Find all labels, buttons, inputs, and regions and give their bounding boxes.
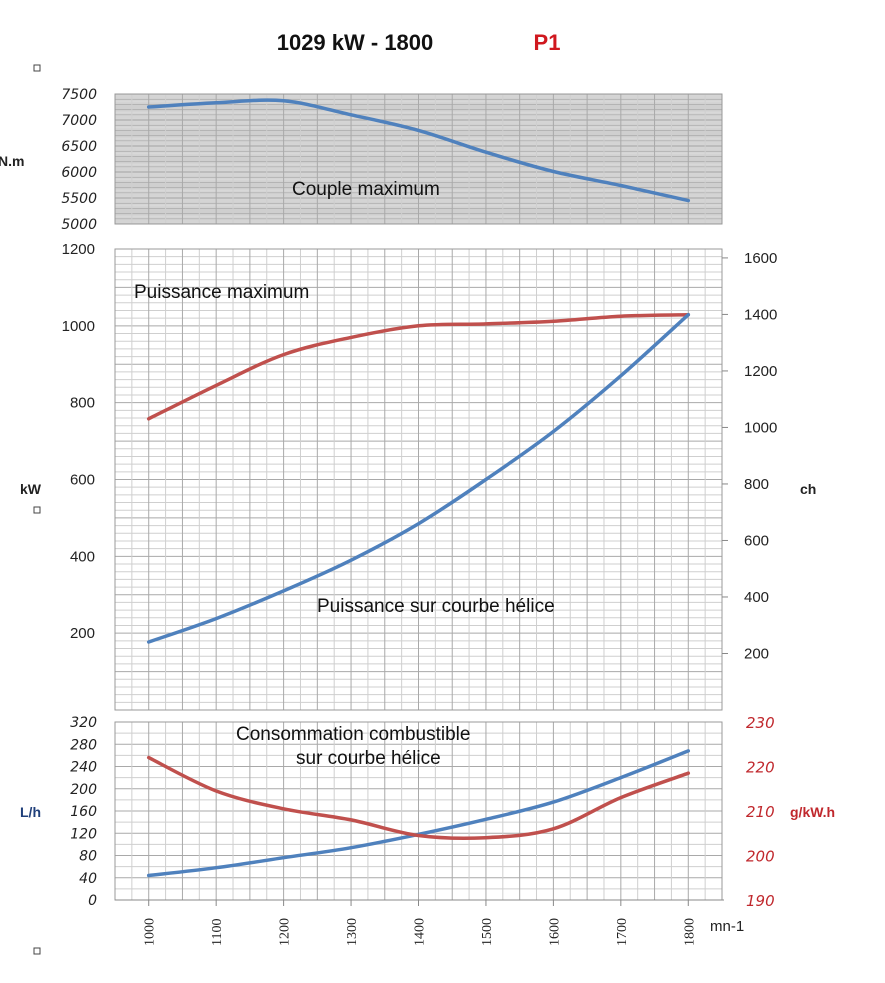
- power-unit-label-right: ch: [800, 481, 816, 497]
- x-tick-label: 1200: [278, 918, 293, 946]
- torque-tick-label: 5000: [61, 217, 97, 233]
- consumption-annotation-line2: sur courbe hélice: [296, 748, 441, 769]
- x-tick-label: 1400: [413, 918, 428, 946]
- power-tick-label-left: 400: [70, 548, 95, 565]
- marker-square: [33, 64, 41, 72]
- consumption-tick-label-right: 200: [746, 848, 775, 866]
- panel-frame: [114, 93, 723, 225]
- torque-annotation: Couple maximum: [292, 179, 440, 200]
- torque-tick-label: 6000: [61, 165, 97, 181]
- consumption-unit-label-right: g/kW.h: [790, 804, 835, 820]
- tick-layer: 1000 1100 1200 1300 1400 1500 1600 1700 18005000…: [61, 87, 777, 946]
- curve-layer: [146, 98, 691, 878]
- power-tick-label-left: 1000: [62, 318, 95, 335]
- propeller-power-curve: [146, 312, 691, 644]
- marker-square: [33, 947, 41, 955]
- x-tick-label: 1700: [615, 918, 630, 946]
- consumption-tick-label-left: 120: [70, 826, 97, 842]
- x-tick-label: 1500: [480, 918, 495, 946]
- consumption-unit-label-left: L/h: [20, 804, 41, 820]
- power-tick-label-right: 1000: [744, 419, 777, 436]
- power-tick-label-right: 600: [744, 532, 769, 549]
- power-tick-label-right: 200: [744, 645, 769, 662]
- grid-layer: [114, 93, 723, 901]
- max-power-annotation: Puissance maximum: [134, 282, 309, 303]
- marker-square: [33, 506, 41, 514]
- chart-code: P1: [534, 30, 561, 55]
- consumption-tick-label-left: 40: [79, 871, 97, 887]
- power-tick-label-right: 800: [744, 476, 769, 493]
- torque-tick-label: 6500: [61, 139, 97, 155]
- power-tick-label-right: 1400: [744, 306, 777, 323]
- max-power-curve: [146, 312, 691, 421]
- specific-consumption-curve: [146, 755, 691, 841]
- consumption-tick-label-left: 160: [70, 804, 97, 820]
- power-unit-label-left: kW: [20, 481, 42, 497]
- panel-frame: [114, 248, 723, 711]
- power-tick-label-right: 1200: [744, 363, 777, 380]
- torque-tick-label: 7000: [61, 113, 97, 129]
- consumption-tick-label-right: 190: [746, 892, 775, 910]
- x-tick-label: 1100: [210, 919, 225, 946]
- consumption-tick-label-right: 210: [746, 803, 775, 821]
- consumption-annotation-line1: Consommation combustible: [236, 724, 470, 745]
- torque-tick-label: 5500: [61, 191, 97, 207]
- consumption-tick-label-left: 200: [70, 782, 97, 798]
- power-tick-label-left: 1200: [62, 241, 95, 258]
- x-tick-label: 1600: [547, 918, 562, 946]
- power-tick-label-left: 600: [70, 472, 95, 489]
- consumption-tick-label-right: 220: [746, 759, 775, 777]
- power-tick-label-right: 1600: [744, 250, 777, 267]
- chart-title: 1029 kW - 1800: [277, 30, 434, 55]
- torque-unit-label: N.m: [0, 153, 24, 169]
- consumption-tick-label-left: 80: [79, 849, 97, 865]
- consumption-tick-label-left: 320: [70, 715, 97, 731]
- consumption-tick-label-left: 0: [88, 893, 97, 909]
- x-tick-label: 1000: [143, 918, 158, 946]
- consumption-tick-label-right: 230: [746, 714, 775, 732]
- torque-curve: [146, 98, 691, 203]
- power-tick-label-right: 400: [744, 589, 769, 606]
- x-tick-label: 1800: [682, 918, 697, 946]
- power-tick-label-left: 800: [70, 395, 95, 412]
- consumption-tick-label-left: 280: [70, 737, 97, 753]
- propeller-power-annotation: Puissance sur courbe hélice: [317, 596, 555, 617]
- consumption-tick-label-left: 240: [70, 760, 97, 776]
- torque-tick-label: 7500: [61, 87, 97, 103]
- x-tick-label: 1300: [345, 918, 360, 946]
- power-tick-label-left: 200: [70, 625, 95, 642]
- x-axis-unit-label: mn-1: [710, 918, 744, 935]
